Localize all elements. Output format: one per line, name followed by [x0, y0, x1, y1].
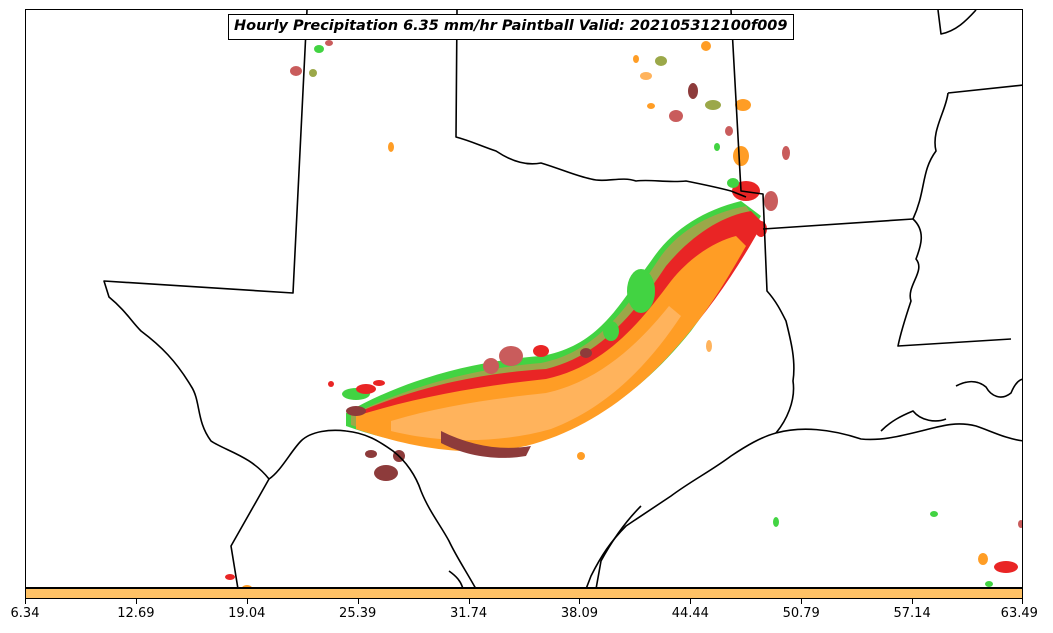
precip-cell [242, 585, 252, 587]
precip-cell [688, 83, 698, 99]
political-boundaries [103, 10, 1022, 587]
colorbar-tick-label: 63.49 [1000, 606, 1038, 621]
louisiana-coast [775, 423, 1022, 442]
colorbar-tick [468, 599, 470, 604]
colorbar-tick [1022, 599, 1023, 604]
precip-cell [725, 126, 733, 136]
precip-cell [633, 55, 639, 63]
precip-cell [733, 146, 749, 166]
precip-cell [714, 143, 720, 151]
precip-cell [314, 45, 324, 53]
precip-band-lightorange [391, 306, 681, 441]
precip-cell [782, 146, 790, 160]
precip-cell [727, 178, 739, 188]
colorbar-tick-label: 50.79 [782, 606, 820, 621]
precip-band-orange [356, 236, 746, 452]
colorbar-tick-label: 12.69 [117, 606, 155, 621]
precip-cell [655, 56, 667, 66]
precip-cell [773, 517, 779, 527]
colorbar-tick-label: 19.04 [228, 606, 266, 621]
precip-cell [483, 358, 499, 374]
precip-cell [735, 99, 751, 111]
precip-cell [994, 561, 1018, 573]
precip-cell [627, 269, 655, 313]
precip-cell [603, 321, 619, 341]
precipitation-paintballs [225, 18, 1022, 587]
precip-cell [701, 41, 711, 51]
colorbar-tick-label: 6.34 [10, 606, 40, 621]
nm-tx-border [103, 10, 308, 587]
precip-band-red [361, 211, 763, 441]
tx-ok-border [455, 10, 747, 198]
precip-cell [365, 450, 377, 458]
precip-cell [325, 40, 333, 46]
precip-cell [640, 72, 652, 80]
colorbar-tick-label: 57.14 [893, 606, 931, 621]
precip-cell [373, 380, 385, 386]
colorbar [25, 588, 1023, 599]
map-canvas [103, 10, 1022, 587]
precip-cell [577, 452, 585, 460]
map-title: Hourly Precipitation 6.35 mm/hr Paintbal… [228, 14, 794, 40]
texas-barrier-islands [595, 505, 642, 587]
ar-la-border [762, 218, 914, 230]
colorbar-tick [801, 599, 803, 604]
precip-cell [705, 100, 721, 110]
precip-cell [1018, 520, 1022, 528]
precip-cell [985, 581, 993, 587]
precip-fringe-darkred [441, 431, 531, 458]
precip-cell [225, 574, 235, 580]
rio-grande [268, 429, 476, 587]
precip-cell [764, 191, 778, 211]
precip-cell [374, 465, 398, 481]
mexico-coast [448, 570, 464, 587]
louisiana-marsh [880, 378, 1022, 432]
precip-cell [978, 553, 988, 565]
map-panel [25, 9, 1023, 588]
colorbar-tick-label: 25.39 [339, 606, 377, 621]
precip-cell [669, 110, 683, 122]
precip-cell [290, 66, 302, 76]
colorbar-tick [135, 599, 137, 604]
colorbar-tick-label: 31.74 [449, 606, 488, 621]
precip-cell [647, 103, 655, 109]
colorbar-tick [246, 599, 248, 604]
precip-cell [706, 340, 712, 352]
precip-cell [930, 511, 938, 517]
precip-cell [499, 346, 523, 366]
precip-cell [580, 348, 592, 358]
colorbar-tick-label: 44.44 [671, 606, 709, 621]
colorbar-tick [579, 599, 581, 604]
texas-coast [585, 432, 777, 587]
precip-cell [328, 381, 334, 387]
colorbar-tick-label: 38.09 [560, 606, 599, 621]
ok-ar-border [730, 10, 795, 434]
precip-cell [533, 345, 549, 357]
precip-cell [309, 69, 317, 77]
colorbar-tick [912, 599, 914, 604]
colorbar-tick [690, 599, 692, 604]
colorbar-tick [357, 599, 359, 604]
precip-cell [346, 406, 366, 416]
precip-cell [356, 384, 376, 394]
precip-cell [388, 142, 394, 152]
colorbar-tick [25, 599, 26, 604]
mississippi-river [897, 10, 1022, 347]
